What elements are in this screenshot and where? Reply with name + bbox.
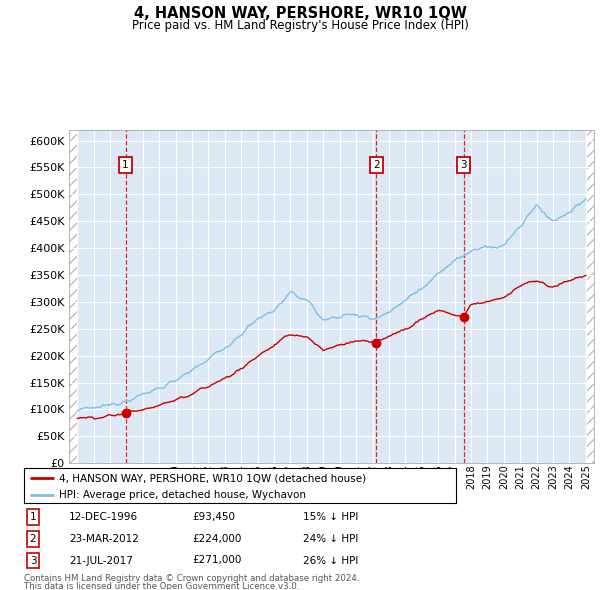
Text: 26% ↓ HPI: 26% ↓ HPI	[303, 556, 358, 565]
Text: 15% ↓ HPI: 15% ↓ HPI	[303, 512, 358, 522]
Bar	[69, 130, 77, 463]
Text: 21-JUL-2017: 21-JUL-2017	[69, 556, 133, 565]
Text: 2: 2	[373, 160, 380, 170]
Text: £224,000: £224,000	[192, 534, 241, 543]
Text: £93,450: £93,450	[192, 512, 235, 522]
Text: 3: 3	[460, 160, 467, 170]
Text: 24% ↓ HPI: 24% ↓ HPI	[303, 534, 358, 543]
Text: 2: 2	[29, 534, 37, 543]
Text: 23-MAR-2012: 23-MAR-2012	[69, 534, 139, 543]
Text: 4, HANSON WAY, PERSHORE, WR10 1QW (detached house): 4, HANSON WAY, PERSHORE, WR10 1QW (detac…	[59, 473, 365, 483]
Text: This data is licensed under the Open Government Licence v3.0.: This data is licensed under the Open Gov…	[24, 582, 299, 590]
Text: 3: 3	[29, 556, 37, 565]
Text: 1: 1	[29, 512, 37, 522]
Text: HPI: Average price, detached house, Wychavon: HPI: Average price, detached house, Wych…	[59, 490, 305, 500]
Bar	[586, 130, 594, 463]
Text: 4, HANSON WAY, PERSHORE, WR10 1QW: 4, HANSON WAY, PERSHORE, WR10 1QW	[134, 6, 466, 21]
Text: Contains HM Land Registry data © Crown copyright and database right 2024.: Contains HM Land Registry data © Crown c…	[24, 573, 359, 583]
Text: £271,000: £271,000	[192, 556, 241, 565]
Text: 1: 1	[122, 160, 129, 170]
Text: Price paid vs. HM Land Registry's House Price Index (HPI): Price paid vs. HM Land Registry's House …	[131, 19, 469, 32]
Text: 12-DEC-1996: 12-DEC-1996	[69, 512, 138, 522]
